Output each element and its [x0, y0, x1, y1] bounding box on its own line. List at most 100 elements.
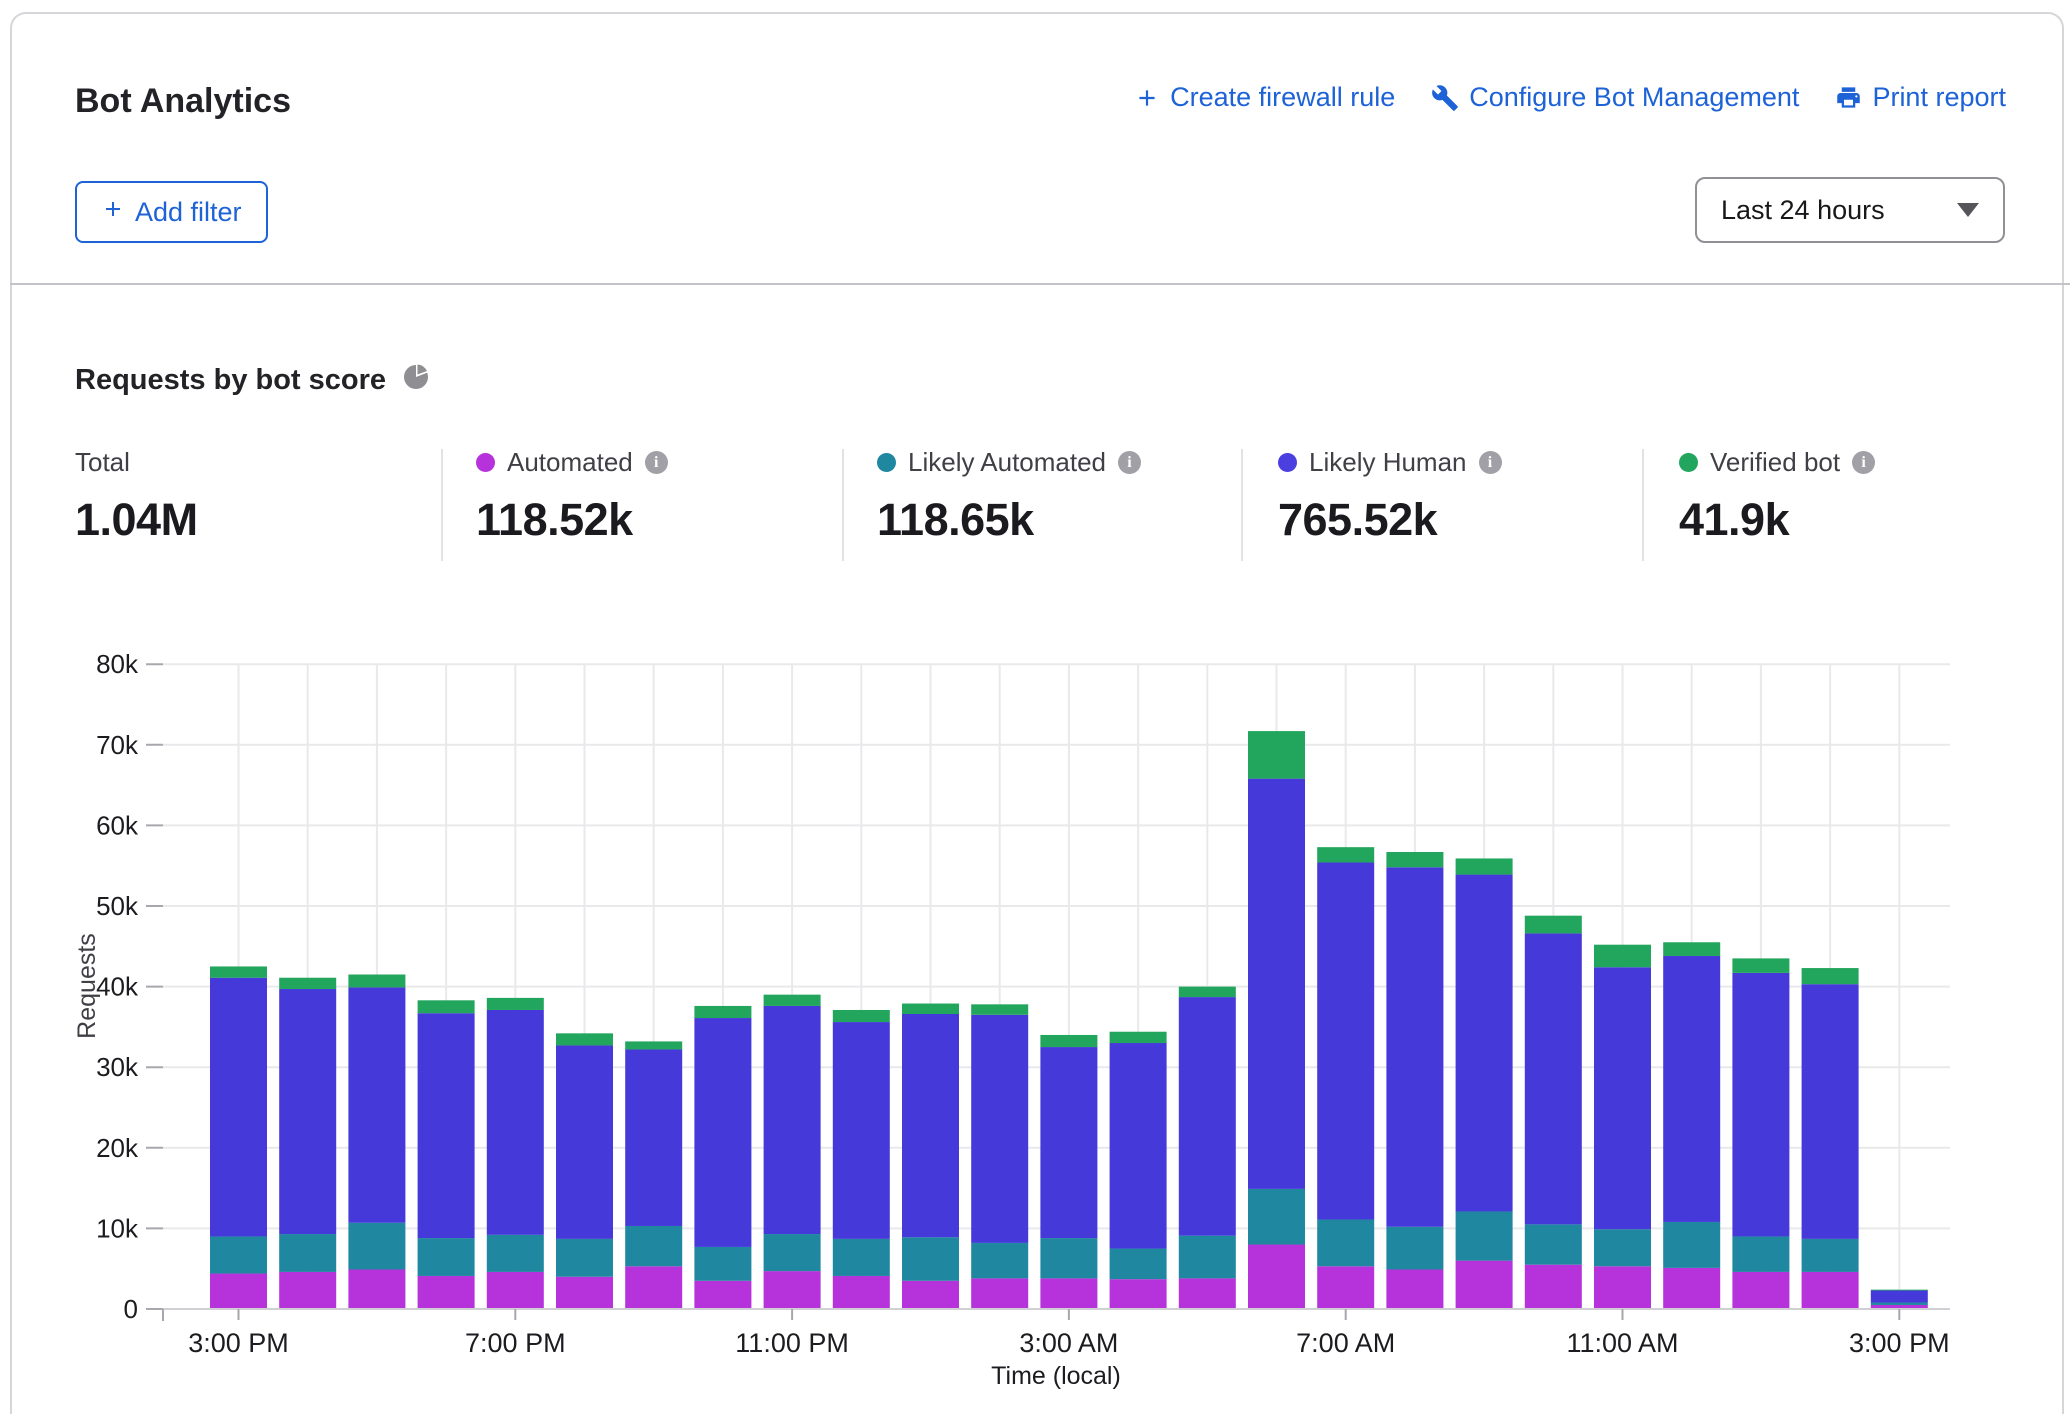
bar-segment-automated[interactable]: [625, 1266, 683, 1309]
info-icon[interactable]: i: [644, 451, 668, 474]
bar-segment-verified-bot[interactable]: [1317, 847, 1375, 863]
bar-segment-likely-automated[interactable]: [1178, 1235, 1236, 1279]
bar-segment-automated[interactable]: [1870, 1304, 1928, 1309]
bar-segment-likely-human[interactable]: [971, 1014, 1029, 1243]
bar-segment-verified-bot[interactable]: [1178, 986, 1236, 998]
bar-segment-verified-bot[interactable]: [1455, 858, 1513, 875]
bar-segment-likely-automated[interactable]: [486, 1234, 544, 1272]
bar-segment-verified-bot[interactable]: [486, 997, 544, 1010]
bar-segment-likely-automated[interactable]: [210, 1236, 267, 1274]
bar-segment-verified-bot[interactable]: [556, 1033, 613, 1046]
bar-segment-likely-human[interactable]: [556, 1045, 613, 1239]
bar-segment-likely-human[interactable]: [210, 977, 267, 1237]
bar-segment-likely-automated[interactable]: [902, 1237, 959, 1281]
bar-segment-automated[interactable]: [1732, 1271, 1790, 1309]
print-report-link[interactable]: Print report: [1835, 82, 2006, 113]
bar-segment-automated[interactable]: [1178, 1278, 1236, 1309]
bar-segment-likely-human[interactable]: [486, 1009, 544, 1235]
bar-segment-likely-automated[interactable]: [971, 1242, 1029, 1279]
bar-segment-likely-automated[interactable]: [417, 1238, 475, 1276]
bar-segment-likely-automated[interactable]: [1109, 1248, 1167, 1280]
bar-segment-likely-human[interactable]: [1801, 984, 1859, 1239]
configure-bot-management-link[interactable]: Configure Bot Management: [1431, 82, 1799, 113]
bar-segment-automated[interactable]: [1663, 1267, 1721, 1309]
bar-segment-likely-automated[interactable]: [279, 1234, 337, 1272]
bar-segment-automated[interactable]: [763, 1271, 821, 1309]
info-icon[interactable]: i: [1852, 451, 1876, 474]
stat-likely-human[interactable]: Likely Human i 765.52k: [1278, 447, 1502, 546]
bar-segment-likely-automated[interactable]: [694, 1246, 752, 1281]
bar-segment-likely-automated[interactable]: [1663, 1221, 1721, 1268]
bar-segment-automated[interactable]: [486, 1271, 544, 1309]
bar-segment-automated[interactable]: [1040, 1278, 1098, 1309]
bar-segment-likely-automated[interactable]: [1386, 1226, 1444, 1270]
bar-segment-likely-human[interactable]: [832, 1022, 890, 1239]
bar-segment-verified-bot[interactable]: [348, 974, 406, 988]
bar-segment-likely-human[interactable]: [1040, 1047, 1098, 1239]
stat-verified-bot[interactable]: Verified bot i 41.9k: [1679, 447, 1876, 546]
bar-segment-likely-automated[interactable]: [625, 1225, 683, 1267]
bar-segment-verified-bot[interactable]: [902, 1003, 959, 1015]
bar-segment-likely-human[interactable]: [417, 1013, 475, 1239]
bar-segment-verified-bot[interactable]: [1386, 851, 1444, 868]
bar-segment-automated[interactable]: [1455, 1260, 1513, 1309]
bar-segment-verified-bot[interactable]: [1040, 1034, 1098, 1048]
bar-segment-likely-human[interactable]: [1732, 972, 1790, 1237]
bar-segment-likely-human[interactable]: [694, 1018, 752, 1247]
bar-segment-automated[interactable]: [1524, 1264, 1582, 1309]
bar-segment-likely-human[interactable]: [1109, 1043, 1167, 1249]
bar-segment-likely-human[interactable]: [1663, 955, 1721, 1222]
bar-segment-likely-automated[interactable]: [1801, 1238, 1859, 1272]
bar-segment-automated[interactable]: [694, 1280, 752, 1309]
bar-segment-likely-human[interactable]: [902, 1014, 959, 1238]
bar-segment-automated[interactable]: [832, 1275, 890, 1309]
bar-segment-likely-automated[interactable]: [1455, 1211, 1513, 1261]
bar-segment-likely-automated[interactable]: [1594, 1229, 1651, 1267]
bar-segment-automated[interactable]: [556, 1276, 613, 1309]
bar-segment-likely-automated[interactable]: [832, 1238, 890, 1276]
bar-segment-verified-bot[interactable]: [1870, 1289, 1928, 1291]
bar-segment-automated[interactable]: [279, 1271, 337, 1309]
bar-segment-likely-human[interactable]: [348, 987, 406, 1223]
bar-segment-verified-bot[interactable]: [1248, 731, 1305, 779]
bar-segment-automated[interactable]: [1801, 1271, 1859, 1309]
bar-segment-automated[interactable]: [1109, 1279, 1167, 1309]
bar-segment-likely-human[interactable]: [1524, 933, 1582, 1225]
bar-segment-verified-bot[interactable]: [210, 966, 267, 978]
bar-segment-likely-human[interactable]: [1178, 997, 1236, 1236]
bar-segment-automated[interactable]: [1594, 1266, 1651, 1309]
bar-segment-likely-human[interactable]: [1386, 867, 1444, 1227]
bar-segment-likely-automated[interactable]: [1317, 1219, 1375, 1267]
bar-segment-verified-bot[interactable]: [694, 1005, 752, 1019]
bar-segment-automated[interactable]: [210, 1273, 267, 1309]
bar-segment-likely-human[interactable]: [763, 1005, 821, 1235]
info-icon[interactable]: i: [1478, 451, 1502, 474]
bar-segment-likely-human[interactable]: [1455, 874, 1513, 1212]
bar-segment-verified-bot[interactable]: [1594, 944, 1651, 968]
bar-segment-likely-automated[interactable]: [763, 1234, 821, 1272]
bar-segment-automated[interactable]: [902, 1280, 959, 1309]
bar-segment-likely-automated[interactable]: [1524, 1224, 1582, 1265]
create-firewall-rule-link[interactable]: Create firewall rule: [1134, 82, 1395, 113]
bar-segment-likely-automated[interactable]: [556, 1238, 613, 1277]
bar-segment-likely-human[interactable]: [1870, 1290, 1928, 1303]
bar-segment-verified-bot[interactable]: [1801, 968, 1859, 985]
add-filter-button[interactable]: Add filter: [75, 181, 268, 243]
bar-segment-verified-bot[interactable]: [1732, 958, 1790, 973]
bar-segment-automated[interactable]: [1386, 1269, 1444, 1309]
info-icon[interactable]: i: [1118, 451, 1142, 474]
bar-segment-verified-bot[interactable]: [417, 1000, 475, 1014]
bar-segment-verified-bot[interactable]: [1663, 942, 1721, 956]
bar-segment-automated[interactable]: [348, 1269, 406, 1309]
bar-segment-automated[interactable]: [971, 1278, 1029, 1309]
bar-segment-verified-bot[interactable]: [1109, 1031, 1167, 1044]
stat-automated[interactable]: Automated i 118.52k: [476, 447, 668, 546]
bar-segment-likely-automated[interactable]: [348, 1222, 406, 1270]
stat-likely-automated[interactable]: Likely Automated i 118.65k: [877, 447, 1142, 546]
bar-segment-verified-bot[interactable]: [1524, 915, 1582, 934]
time-range-select[interactable]: Last 24 hours: [1695, 177, 2005, 243]
bar-segment-likely-human[interactable]: [1317, 862, 1375, 1220]
bar-segment-verified-bot[interactable]: [625, 1041, 683, 1050]
bar-segment-verified-bot[interactable]: [971, 1004, 1029, 1015]
bar-segment-automated[interactable]: [1248, 1244, 1305, 1309]
